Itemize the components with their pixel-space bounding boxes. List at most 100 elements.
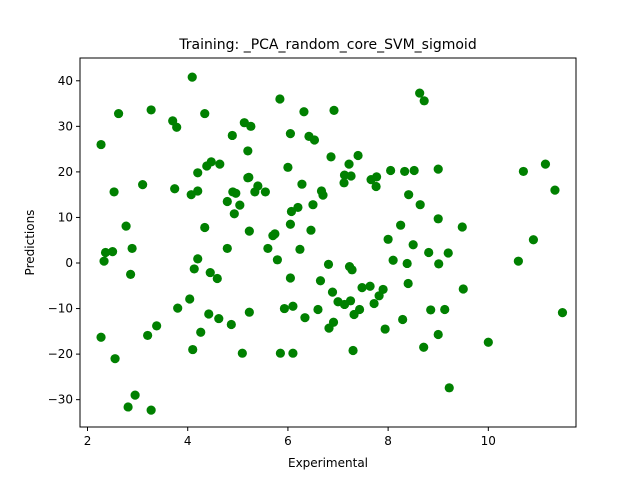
data-point bbox=[187, 72, 197, 82]
data-point bbox=[345, 296, 356, 306]
data-point bbox=[293, 202, 303, 213]
data-point bbox=[386, 165, 396, 176]
data-point bbox=[127, 243, 137, 254]
data-point bbox=[300, 313, 310, 323]
data-point bbox=[260, 187, 270, 197]
data-point bbox=[328, 317, 339, 327]
data-point bbox=[244, 226, 254, 236]
data-point bbox=[263, 243, 273, 254]
data-point bbox=[193, 254, 203, 264]
data-point bbox=[227, 130, 237, 141]
data-point bbox=[193, 186, 203, 196]
data-point bbox=[299, 107, 309, 117]
data-point bbox=[443, 248, 453, 258]
data-point bbox=[229, 209, 239, 219]
data-point bbox=[457, 222, 467, 232]
data-point bbox=[444, 383, 454, 393]
data-point bbox=[123, 402, 133, 412]
data-point bbox=[323, 259, 334, 269]
data-point bbox=[308, 200, 318, 210]
data-point bbox=[378, 284, 388, 295]
data-point bbox=[306, 225, 316, 235]
data-point bbox=[121, 221, 131, 231]
data-point bbox=[109, 187, 119, 197]
y-tick-label: −20 bbox=[48, 347, 73, 361]
data-point bbox=[419, 96, 429, 106]
data-point bbox=[126, 269, 136, 279]
data-point bbox=[528, 235, 539, 245]
data-point bbox=[99, 256, 109, 266]
data-point bbox=[313, 304, 323, 315]
data-point bbox=[371, 181, 381, 192]
data-point bbox=[143, 330, 153, 341]
data-point bbox=[354, 304, 365, 315]
data-point bbox=[193, 168, 203, 178]
data-point bbox=[253, 181, 263, 191]
data-point bbox=[550, 185, 560, 195]
data-point bbox=[518, 166, 528, 177]
data-point bbox=[285, 219, 296, 229]
data-point bbox=[146, 405, 156, 415]
data-point bbox=[424, 247, 434, 258]
data-point bbox=[270, 229, 280, 239]
data-point bbox=[113, 108, 124, 119]
y-tick-label: −30 bbox=[48, 393, 73, 407]
data-point bbox=[315, 276, 326, 286]
data-point bbox=[215, 159, 225, 169]
data-point bbox=[408, 240, 418, 250]
data-point bbox=[170, 184, 180, 194]
data-point bbox=[96, 332, 106, 342]
data-point bbox=[130, 390, 140, 400]
data-point bbox=[231, 188, 241, 198]
data-point bbox=[483, 337, 493, 347]
x-tick-label: 10 bbox=[481, 434, 496, 448]
data-point bbox=[110, 354, 120, 364]
chart-title: Training: _PCA_random_core_SVM_sigmoid bbox=[178, 37, 476, 53]
data-point bbox=[329, 105, 339, 115]
data-point bbox=[243, 146, 253, 156]
data-point bbox=[426, 305, 436, 315]
data-point bbox=[419, 342, 429, 352]
y-tick-label: 20 bbox=[58, 165, 73, 179]
data-point bbox=[235, 200, 245, 210]
y-tick-label: 40 bbox=[58, 74, 73, 88]
data-point bbox=[283, 162, 293, 172]
data-point bbox=[100, 247, 111, 258]
data-point bbox=[244, 172, 254, 182]
data-point bbox=[246, 121, 256, 131]
data-point bbox=[237, 348, 247, 358]
data-point bbox=[205, 267, 215, 278]
x-axis: 2 4 6 8 10 bbox=[84, 427, 496, 448]
data-point bbox=[226, 319, 236, 330]
data-points bbox=[96, 72, 568, 415]
data-point bbox=[380, 324, 390, 334]
x-tick-label: 8 bbox=[384, 434, 392, 448]
y-axis-label: Predictions bbox=[23, 210, 37, 276]
data-point bbox=[206, 157, 216, 167]
plot-frame bbox=[79, 57, 577, 428]
y-axis: −30 −20 −10 0 10 20 30 40 bbox=[48, 74, 80, 407]
data-point bbox=[173, 303, 183, 313]
data-point bbox=[347, 265, 357, 275]
data-point bbox=[388, 255, 398, 265]
data-point bbox=[185, 294, 195, 304]
y-tick-label: 0 bbox=[65, 256, 73, 270]
data-point bbox=[318, 190, 328, 200]
data-point bbox=[244, 307, 254, 317]
data-point bbox=[212, 273, 222, 284]
data-point bbox=[152, 321, 162, 331]
data-point bbox=[327, 287, 338, 297]
data-point bbox=[138, 180, 148, 190]
data-point bbox=[369, 298, 379, 309]
data-point bbox=[146, 105, 156, 115]
data-point bbox=[346, 171, 356, 181]
data-point bbox=[409, 165, 419, 176]
data-point bbox=[404, 190, 414, 200]
data-point bbox=[557, 308, 568, 318]
data-point bbox=[415, 200, 425, 210]
data-point bbox=[309, 135, 320, 145]
data-point bbox=[396, 220, 406, 230]
data-point bbox=[434, 259, 444, 269]
data-point bbox=[107, 247, 118, 257]
